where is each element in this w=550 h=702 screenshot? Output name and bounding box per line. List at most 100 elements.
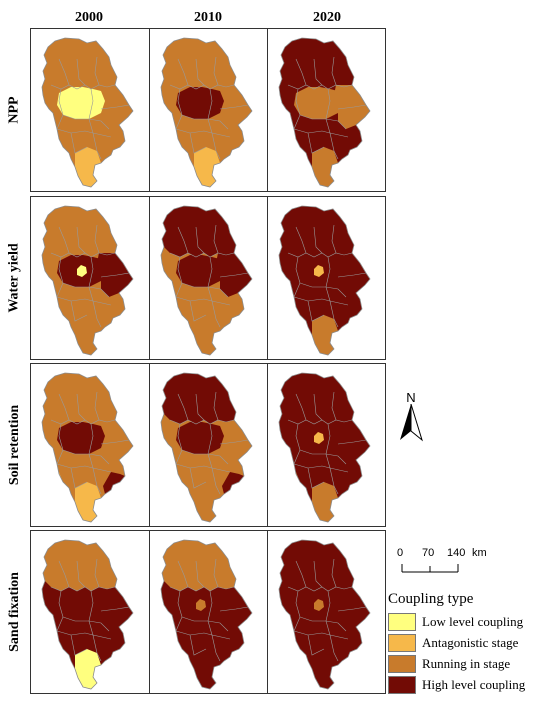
legend-swatch-high xyxy=(388,675,416,694)
district-borders xyxy=(169,56,249,160)
year-header-2020: 2020 xyxy=(313,10,341,25)
row-label-water-yield: Water yield xyxy=(7,243,22,313)
map-sand-fixation-2020 xyxy=(267,531,385,693)
north-arrow-icon xyxy=(400,404,423,442)
district-borders xyxy=(287,224,367,328)
map-npp-2000 xyxy=(31,29,149,191)
subregion-south xyxy=(75,147,101,187)
legend-item-antagonistic: Antagonistic stage xyxy=(388,632,548,653)
subregion-southeast xyxy=(222,472,244,494)
region-outline xyxy=(279,540,370,689)
map-soil-retention-2020-svg xyxy=(278,372,371,523)
subregion-center xyxy=(176,87,224,119)
district-borders xyxy=(169,558,249,662)
panel-row-water-yield xyxy=(30,196,386,360)
year-header-2010: 2010 xyxy=(194,10,222,25)
legend-label-low: Low level coupling xyxy=(422,613,524,629)
region-boundary xyxy=(41,205,134,356)
scale-tick-70: 70 xyxy=(422,547,435,559)
subregion-north xyxy=(43,540,117,591)
subregion-southeast xyxy=(103,472,125,494)
subregion-south xyxy=(312,482,338,522)
subregion-center xyxy=(176,255,224,287)
legend-item-low: Low level coupling xyxy=(388,611,548,632)
subregion-center xyxy=(57,422,105,454)
region-boundary xyxy=(160,37,253,188)
map-water-yield-2000 xyxy=(31,197,149,359)
region-boundary xyxy=(41,37,134,188)
legend-label-running: Running in stage xyxy=(422,655,511,671)
region-boundary xyxy=(278,372,371,523)
district-borders xyxy=(50,224,130,328)
subregion-south xyxy=(75,482,101,522)
map-water-yield-2020 xyxy=(267,197,385,359)
map-water-yield-2020-svg xyxy=(278,205,371,356)
region-boundary xyxy=(160,205,253,356)
legend-swatch-running xyxy=(388,654,416,673)
subregion-core xyxy=(314,599,324,611)
subregion-south xyxy=(312,315,338,355)
scale-bar: 0 70 140 km xyxy=(394,547,504,577)
region-boundary xyxy=(160,539,253,690)
map-soil-retention-2020 xyxy=(267,364,385,526)
region-boundary xyxy=(278,539,371,690)
panel-row-sand-fixation xyxy=(30,530,386,694)
map-soil-retention-2010-svg xyxy=(160,372,253,523)
subregion-north xyxy=(162,206,236,257)
map-npp-2010 xyxy=(149,29,267,191)
subregion-center xyxy=(57,87,105,119)
district-borders xyxy=(287,56,367,160)
north-arrow-label: N xyxy=(406,390,416,405)
subregion-core xyxy=(314,265,324,277)
map-sand-fixation-2020-svg xyxy=(278,539,371,690)
region-boundary xyxy=(278,205,371,356)
map-npp-2020-svg xyxy=(278,37,371,188)
subregion-south xyxy=(75,649,101,689)
legend-item-running: Running in stage xyxy=(388,653,548,674)
map-water-yield-2010 xyxy=(149,197,267,359)
region-outline xyxy=(279,373,370,522)
map-water-yield-2000-svg xyxy=(41,205,134,356)
subregion-south xyxy=(194,147,220,187)
map-sand-fixation-2010-svg xyxy=(160,539,253,690)
legend-item-high: High level coupling xyxy=(388,674,548,695)
map-sand-fixation-2010 xyxy=(149,531,267,693)
district-borders xyxy=(287,391,367,495)
year-header-2000: 2000 xyxy=(75,10,103,25)
row-label-npp: NPP xyxy=(7,96,22,124)
district-borders xyxy=(50,391,130,495)
legend-swatch-low xyxy=(388,612,416,631)
region-boundary xyxy=(41,539,134,690)
subregion-core xyxy=(77,265,87,277)
subregion-core xyxy=(196,599,206,611)
row-label-sand-fixation: Sand fixation xyxy=(7,572,22,652)
district-borders xyxy=(169,224,249,328)
map-sand-fixation-2000-svg xyxy=(41,539,134,690)
region-outline xyxy=(279,206,370,355)
district-borders xyxy=(169,391,249,495)
subregion-north xyxy=(162,373,236,424)
district-borders xyxy=(50,56,130,160)
panel-row-npp xyxy=(30,28,386,192)
subregion-core xyxy=(314,432,324,444)
legend-title: Coupling type xyxy=(388,591,474,607)
subregion-center xyxy=(294,87,342,119)
subregion-south xyxy=(312,147,338,187)
map-soil-retention-2010 xyxy=(149,364,267,526)
map-npp-2010-svg xyxy=(160,37,253,188)
region-boundary xyxy=(278,37,371,188)
legend-label-antagonistic: Antagonistic stage xyxy=(422,634,519,650)
legend-swatch-antagonistic xyxy=(388,633,416,652)
map-water-yield-2010-svg xyxy=(160,205,253,356)
north-arrow: N xyxy=(398,390,424,446)
subregion-center xyxy=(176,422,224,454)
map-soil-retention-2000-svg xyxy=(41,372,134,523)
region-boundary xyxy=(41,372,134,523)
map-npp-2000-svg xyxy=(41,37,134,188)
map-sand-fixation-2000 xyxy=(31,531,149,693)
region-boundary xyxy=(160,372,253,523)
subregion-north xyxy=(162,540,236,591)
legend-label-high: High level coupling xyxy=(422,676,526,692)
legend: Coupling type Low level coupling Antagon… xyxy=(388,591,548,695)
row-label-soil-retention: Soil retention xyxy=(7,404,22,486)
